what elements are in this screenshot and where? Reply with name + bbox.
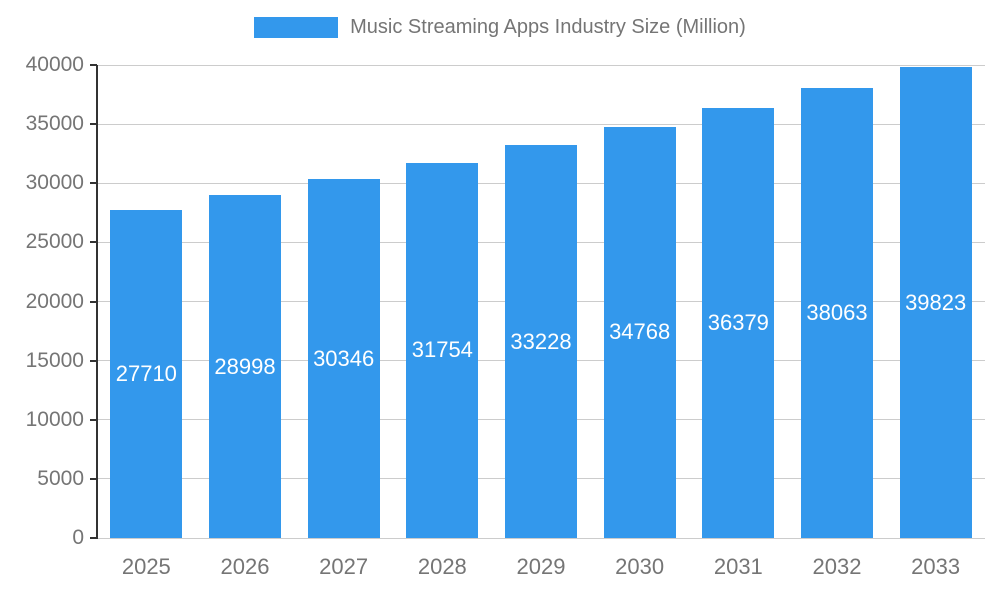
bar-value-label: 34768: [609, 319, 671, 345]
y-tick-mark: [90, 300, 97, 303]
bar[interactable]: [702, 107, 775, 538]
bar-value-label: 31754: [411, 337, 473, 363]
x-axis-tick-label: 2027: [319, 554, 369, 579]
y-tick-mark: [90, 418, 97, 421]
bar-value-label: 30346: [313, 345, 375, 371]
y-axis-tick-label: 0: [72, 526, 84, 549]
y-tick-mark: [90, 182, 97, 185]
y-tick-mark: [90, 64, 97, 66]
chart-legend[interactable]: Music Streaming Apps Industry Size (Mill…: [0, 16, 1000, 39]
bar[interactable]: [801, 87, 873, 538]
bar[interactable]: [406, 162, 479, 538]
y-axis-line: [96, 65, 98, 539]
bar-value-label: 36379: [707, 309, 769, 335]
bar[interactable]: [307, 179, 380, 538]
bar-value-label: 38063: [806, 299, 868, 325]
bar[interactable]: [899, 67, 972, 538]
bar-value-label: 39823: [905, 289, 967, 315]
gridline: [97, 537, 985, 539]
y-axis-tick-label: 10000: [25, 407, 84, 431]
y-tick-mark: [90, 359, 97, 362]
y-axis-tick-label: 15000: [25, 348, 84, 372]
x-axis-tick-label: 2025: [121, 554, 171, 579]
y-tick-mark: [90, 537, 97, 539]
x-axis-tick-label: 2028: [417, 554, 467, 579]
bar[interactable]: [603, 126, 676, 538]
gridline: [97, 64, 985, 66]
y-axis-tick-label: 5000: [37, 466, 84, 490]
x-axis-tick-label: 2031: [713, 554, 763, 579]
y-axis-tick-label: 25000: [25, 230, 84, 254]
x-axis-tick-label: 2033: [911, 554, 961, 579]
legend-swatch-icon: [254, 17, 339, 38]
bar-value-label: 27710: [115, 361, 177, 387]
bar[interactable]: [110, 210, 183, 538]
x-axis-tick-label: 2030: [615, 554, 665, 579]
chart-title: Music Streaming Apps Industry Size (Mill…: [350, 16, 746, 38]
y-axis-tick-label: 40000: [25, 53, 84, 76]
y-axis-tick-label: 20000: [25, 289, 84, 313]
bar-value-label: 33228: [510, 328, 572, 354]
y-tick-mark: [90, 477, 97, 480]
gridline: [97, 123, 985, 125]
y-tick-mark: [90, 123, 97, 126]
bar[interactable]: [209, 195, 281, 538]
x-axis-tick-label: 2026: [220, 554, 270, 579]
y-tick-mark: [90, 241, 97, 244]
x-axis-tick-label: 2029: [516, 554, 566, 579]
y-axis-tick-label: 30000: [25, 171, 84, 195]
y-axis-tick-label: 35000: [25, 112, 84, 136]
bar-value-label: 28998: [214, 353, 276, 379]
bar[interactable]: [505, 145, 577, 538]
x-axis-tick-label: 2032: [812, 554, 862, 579]
